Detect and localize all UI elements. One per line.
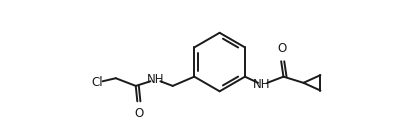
- Text: NH: NH: [147, 73, 164, 86]
- Text: O: O: [277, 42, 286, 55]
- Text: Cl: Cl: [91, 76, 103, 89]
- Text: NH: NH: [253, 78, 270, 91]
- Text: O: O: [134, 107, 143, 121]
